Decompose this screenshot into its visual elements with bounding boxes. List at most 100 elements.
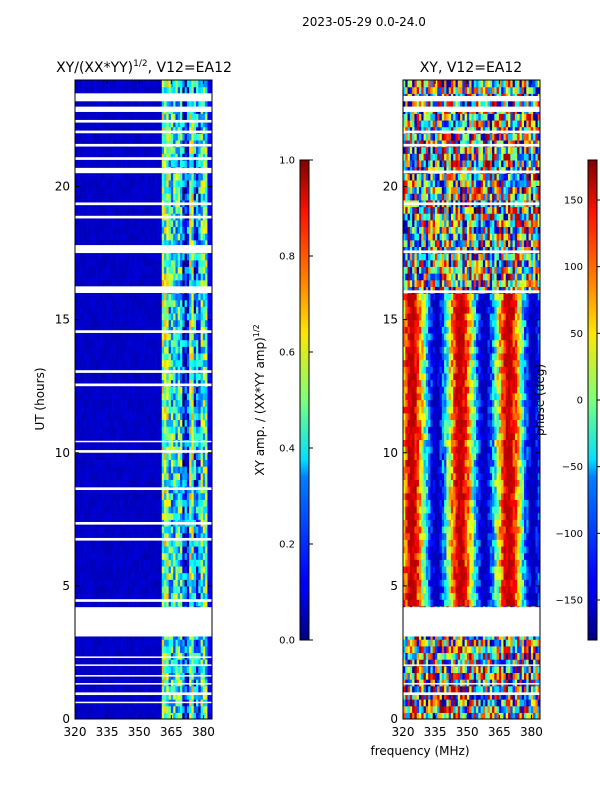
heatmap-cell (152, 665, 156, 674)
heatmap-cell (191, 665, 195, 674)
heatmap-cell (180, 233, 183, 241)
heatmap-cell (168, 585, 172, 594)
heatmap-cell (186, 552, 190, 560)
heatmap-cell (193, 512, 197, 520)
heatmap-cell (157, 446, 161, 454)
heatmap-cell (173, 432, 177, 441)
heatmap-cell (161, 206, 165, 214)
heatmap-cell (164, 692, 167, 700)
heatmap-cell (143, 559, 147, 567)
heatmap-cell (86, 159, 90, 168)
heatmap-cell (97, 299, 101, 307)
heatmap-cell (93, 339, 97, 347)
heatmap-cell (77, 692, 81, 700)
heatmap-cell (196, 652, 199, 660)
heatmap-cell (84, 452, 88, 461)
heatmap-cell (141, 712, 145, 719)
heatmap-cell (90, 326, 94, 334)
heatmap-cell (141, 592, 145, 600)
heatmap-cell (86, 665, 90, 674)
heatmap-cell (84, 652, 88, 660)
heatmap-cell (182, 579, 186, 587)
heatmap-cell (182, 406, 186, 414)
heatmap-cell (118, 525, 122, 534)
heatmap-cell (150, 545, 154, 554)
heatmap-cell (173, 652, 177, 660)
heatmap-cell (136, 319, 140, 327)
heatmap-cell (104, 705, 108, 713)
heatmap-cell (84, 253, 88, 261)
heatmap-cell (118, 679, 122, 687)
heatmap-cell (164, 186, 167, 194)
heatmap-cell (189, 332, 193, 341)
heatmap-cell (189, 419, 193, 427)
heatmap-cell (93, 472, 97, 480)
heatmap-cell (186, 359, 190, 367)
heatmap-cell (205, 565, 209, 574)
heatmap-cell (198, 266, 202, 274)
heatmap-cell (125, 452, 129, 461)
heatmap-cell (150, 659, 154, 667)
heatmap-cell (122, 539, 126, 547)
heatmap-cell (109, 259, 113, 267)
heatmap-cell (196, 233, 199, 241)
heatmap-cell (175, 545, 179, 554)
heatmap-cell (180, 479, 183, 487)
heatmap-cell (189, 279, 193, 287)
heatmap-cell (193, 452, 197, 461)
heatmap-cell (154, 559, 158, 567)
heatmap-cell (145, 665, 149, 674)
heatmap-cell (205, 492, 209, 500)
heatmap-cell (196, 206, 199, 214)
heatmap-cell (136, 379, 140, 387)
heatmap-cell (138, 339, 142, 347)
heatmap-cell (134, 366, 138, 374)
heatmap-cell (141, 279, 145, 287)
heatmap-cell (154, 512, 158, 520)
heatmap-cell (100, 179, 103, 188)
heatmap-cell (209, 346, 212, 354)
heatmap-cell (191, 452, 195, 461)
heatmap-cell (88, 639, 92, 647)
heatmap-cell (168, 466, 172, 474)
heatmap-cell (154, 233, 158, 241)
heatmap-cell (157, 359, 161, 367)
heatmap-cell (180, 412, 183, 421)
heatmap-cell (164, 359, 167, 367)
heatmap-cell (170, 399, 174, 407)
heatmap-cell (159, 539, 163, 547)
heatmap-cell (111, 346, 115, 354)
heatmap-cell (159, 346, 163, 354)
heatmap-cell (129, 665, 133, 674)
heatmap-cell (170, 499, 174, 507)
heatmap-cell (116, 379, 119, 387)
heatmap-cell (205, 193, 209, 201)
heatmap-cell (164, 525, 167, 534)
heatmap-cell (175, 319, 179, 327)
heatmap-cell (193, 585, 197, 594)
heatmap-cell (102, 179, 106, 188)
heatmap-cell (90, 492, 94, 500)
heatmap-cell (136, 525, 140, 534)
heatmap-cell (95, 299, 99, 307)
heatmap-cell (173, 572, 177, 580)
heatmap-cell (145, 419, 149, 427)
heatmap-cell (84, 512, 88, 520)
heatmap-cell (138, 645, 142, 654)
heatmap-cell (138, 585, 142, 594)
heatmap-cell (186, 659, 190, 667)
heatmap-cell (196, 346, 199, 354)
heatmap-cell (177, 259, 181, 267)
heatmap-cell (120, 352, 124, 361)
heatmap-cell (79, 545, 83, 554)
heatmap-cell (95, 359, 99, 367)
heatmap-cell (170, 712, 174, 719)
heatmap-cell (143, 339, 147, 347)
heatmap-cell (84, 352, 88, 361)
heatmap-cell (150, 412, 154, 421)
heatmap-cell (113, 266, 117, 274)
heatmap-cell (88, 499, 92, 507)
heatmap-cell (113, 173, 117, 181)
heatmap-cell (164, 439, 167, 447)
heatmap-cell (205, 539, 209, 547)
